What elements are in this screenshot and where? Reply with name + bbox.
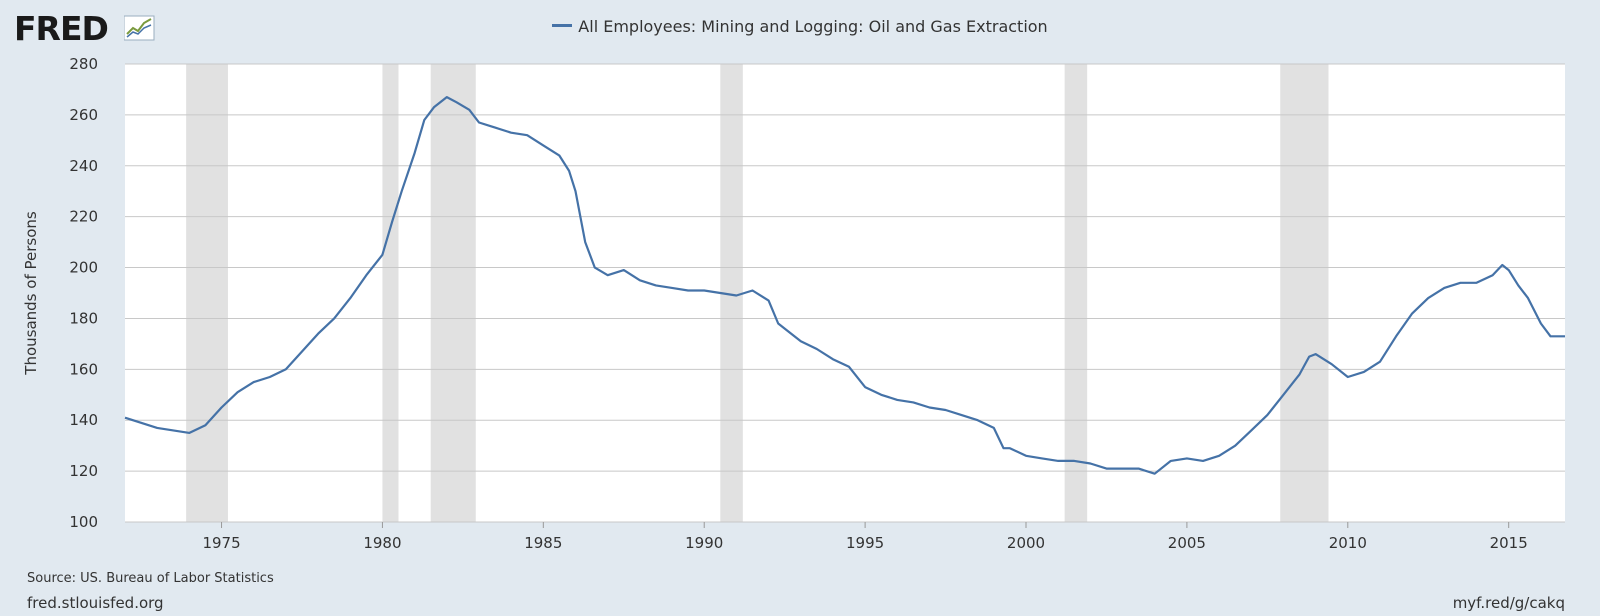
y-tick-label: 120 xyxy=(69,462,98,480)
x-tick-label: 1995 xyxy=(846,534,884,552)
plot-area xyxy=(125,64,1565,522)
legend-entry: All Employees: Mining and Logging: Oil a… xyxy=(578,17,1048,36)
recession-band xyxy=(186,64,228,522)
x-axis-ticks: 1975 1980 1985 1990 1995 2000 2005 2010 2015 xyxy=(202,522,1528,552)
x-tick-label: 2015 xyxy=(1490,534,1528,552)
recession-band xyxy=(720,64,743,522)
x-tick-label: 1975 xyxy=(202,534,240,552)
source-note: Source: US. Bureau of Labor Statistics xyxy=(27,571,274,586)
x-tick-label: 2010 xyxy=(1329,534,1367,552)
x-tick-label: 2005 xyxy=(1168,534,1206,552)
legend-swatch xyxy=(552,24,573,27)
fred-logo: FRED xyxy=(14,9,109,48)
x-tick-label: 1985 xyxy=(524,534,562,552)
y-tick-label: 100 xyxy=(69,513,98,531)
series-line-oil-gas-extraction[interactable] xyxy=(124,96,1565,475)
fred-logo-graph-icon xyxy=(124,15,155,41)
y-axis-ticks: 100 120 140 160 180 200 220 240 260 280 xyxy=(69,55,98,531)
recession-band xyxy=(1280,64,1329,522)
site-link[interactable]: fred.stlouisfed.org xyxy=(27,594,164,612)
recession-band xyxy=(1064,64,1088,522)
recession-band xyxy=(382,64,399,522)
y-tick-label: 180 xyxy=(69,309,98,327)
y-tick-label: 240 xyxy=(69,157,98,175)
y-tick-label: 220 xyxy=(69,208,98,226)
y-tick-label: 280 xyxy=(69,55,98,73)
y-tick-label: 200 xyxy=(69,259,98,277)
chart-legend[interactable]: All Employees: Mining and Logging: Oil a… xyxy=(0,17,1600,36)
x-tick-label: 2000 xyxy=(1007,534,1045,552)
y-tick-label: 260 xyxy=(69,106,98,124)
recession-bands xyxy=(186,64,1329,522)
short-url-link[interactable]: myf.red/g/cakq xyxy=(1452,594,1565,612)
y-tick-label: 160 xyxy=(69,360,98,378)
grid-lines xyxy=(125,63,1565,523)
y-axis-label: Thousands of Persons xyxy=(22,211,40,376)
x-tick-label: 1990 xyxy=(685,534,723,552)
x-tick-label: 1980 xyxy=(363,534,401,552)
recession-band xyxy=(430,64,476,522)
y-tick-label: 140 xyxy=(69,411,98,429)
